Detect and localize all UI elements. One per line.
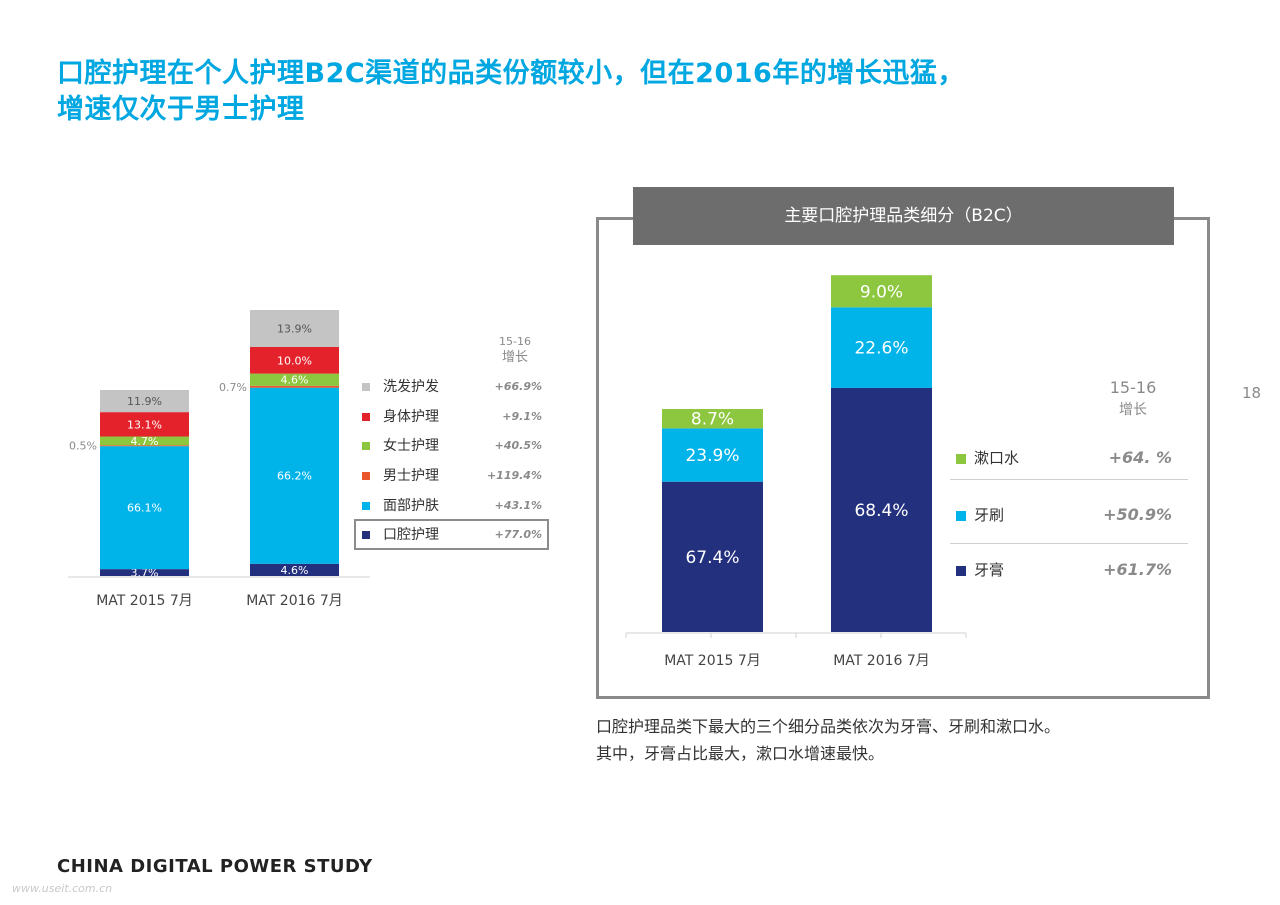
data-label-0-1: 4.6% bbox=[281, 564, 309, 577]
watermark: www.useit.com.cn bbox=[12, 882, 113, 895]
bar-segment-0-1 bbox=[831, 387, 932, 632]
legend-growth-women-care: +40.5% bbox=[494, 439, 542, 452]
right-growth-header-period: 15-16 bbox=[1109, 378, 1157, 397]
legend-label-body-care: 身体护理 bbox=[383, 409, 439, 425]
legend-growth-hair-care: +66.9% bbox=[494, 380, 542, 393]
data-label-1-1: 22.6% bbox=[854, 339, 908, 359]
legend-item-facial-care: 面部护肤 +43.1% bbox=[362, 496, 542, 516]
legend-swatch-hair-care bbox=[362, 383, 370, 391]
bar-segment-3-0 bbox=[100, 436, 189, 446]
bar-segment-2-1 bbox=[250, 385, 339, 388]
legend-item-oral-care: 口腔护理 +77.0% bbox=[362, 525, 542, 545]
legend-divider bbox=[950, 479, 1188, 480]
data-label-2-1: 9.0% bbox=[860, 282, 903, 302]
page-title-line-1: 口腔护理在个人护理B2C渠道的品类份额较小，但在2016年的增长迅猛， bbox=[57, 58, 965, 89]
left-growth-header: 15-16 增长 bbox=[490, 334, 540, 367]
footer-brand: CHINA DIGITAL POWER STUDY bbox=[57, 856, 373, 877]
page-title-line-2: 增速仅次于男士护理 bbox=[57, 94, 305, 125]
legend-swatch-oral-care bbox=[362, 531, 370, 539]
legend-item-mouthwash: 漱口水 +64. % bbox=[956, 446, 1188, 470]
data-label-0-0: 67.4% bbox=[685, 548, 739, 568]
legend-label-men-care: 男士护理 bbox=[383, 468, 439, 484]
bar-segment-2-0 bbox=[662, 409, 763, 429]
oral-care-highlight-box bbox=[354, 519, 549, 550]
data-label-5-0: 11.9% bbox=[127, 395, 162, 408]
legend-swatch-body-care bbox=[362, 413, 370, 421]
legend-swatch-toothbrush bbox=[956, 511, 966, 521]
bar-segment-1-0 bbox=[662, 428, 763, 482]
data-label-1-0: 23.9% bbox=[685, 446, 739, 466]
bar-segment-5-1 bbox=[250, 310, 339, 347]
legend-swatch-mouthwash bbox=[956, 454, 966, 464]
legend-swatch-men-care bbox=[362, 472, 370, 480]
bar-segment-4-0 bbox=[100, 412, 189, 437]
x-tick-label-0: MAT 2015 7月 bbox=[664, 653, 761, 669]
bar-segment-0-0 bbox=[662, 481, 763, 632]
data-label-0-0: 3.7% bbox=[131, 567, 159, 580]
legend-item-toothpaste: 牙膏 +61.7% bbox=[956, 558, 1188, 582]
bar-segment-1-1 bbox=[250, 387, 339, 564]
bar-segment-4-1 bbox=[250, 346, 339, 374]
page-number: 18 bbox=[1242, 384, 1262, 402]
legend-label-toothpaste: 牙膏 bbox=[974, 561, 1005, 579]
bar-segment-1-1 bbox=[831, 307, 932, 388]
legend-growth-oral-care: +77.0% bbox=[494, 528, 542, 541]
left-growth-header-label: 增长 bbox=[501, 350, 528, 365]
legend-label-women-care: 女士护理 bbox=[383, 438, 439, 454]
legend-label-mouthwash: 漱口水 bbox=[974, 449, 1020, 467]
bar-segment-3-1 bbox=[250, 373, 339, 386]
legend-item-hair-care: 洗发护发 +66.9% bbox=[362, 377, 542, 397]
legend-item-body-care: 身体护理 +9.1% bbox=[362, 407, 542, 427]
legend-growth-toothbrush: +50.9% bbox=[1103, 505, 1172, 524]
legend-growth-toothpaste: +61.7% bbox=[1103, 560, 1172, 579]
legend-growth-men-care: +119.4% bbox=[486, 469, 542, 482]
left-growth-header-period: 15-16 bbox=[499, 335, 531, 348]
summary-note-line-2: 其中，牙膏占比最大，漱口水增速最快。 bbox=[596, 744, 885, 763]
legend-item-toothbrush: 牙刷 +50.9% bbox=[956, 503, 1188, 527]
bar-segment-2-1 bbox=[831, 275, 932, 308]
legend-label-hair-care: 洗发护发 bbox=[383, 379, 439, 395]
legend-label-facial-care: 面部护肤 bbox=[383, 498, 439, 514]
legend-divider bbox=[950, 543, 1188, 544]
right-growth-header: 15-16 增长 bbox=[1100, 377, 1166, 421]
legend-swatch-facial-care bbox=[362, 502, 370, 510]
bar-segment-5-0 bbox=[100, 390, 189, 413]
data-label-1-0: 66.1% bbox=[127, 502, 162, 515]
right-growth-header-label: 增长 bbox=[1119, 402, 1147, 418]
bar-segment-0-0 bbox=[100, 569, 189, 576]
summary-note-line-1: 口腔护理品类下最大的三个细分品类依次为牙膏、牙刷和漱口水。 bbox=[596, 717, 1061, 736]
page-title: 口腔护理在个人护理B2C渠道的品类份额较小，但在2016年的增长迅猛， 增速仅次… bbox=[57, 56, 965, 128]
data-label-5-1: 13.9% bbox=[277, 323, 312, 336]
x-tick-label-1: MAT 2016 7月 bbox=[246, 593, 343, 609]
personal-care-share-chart: 3.7% 66.1% 0.5% 4.7% 13.1% 11.9% MAT 2015 7月 4.… bbox=[68, 310, 370, 609]
legend-label-oral-care: 口腔护理 bbox=[383, 527, 439, 543]
oral-care-breakdown-chart: 67.4% 23.9% 8.7% MAT 2015 7月 68.4% 22.6% 9.0% M… bbox=[625, 275, 967, 669]
summary-note: 口腔护理品类下最大的三个细分品类依次为牙膏、牙刷和漱口水。 其中，牙膏占比最大，… bbox=[596, 713, 1060, 767]
legend-swatch-toothpaste bbox=[956, 566, 966, 576]
oral-care-breakdown-title: 主要口腔护理品类细分（B2C） bbox=[633, 187, 1174, 245]
data-label-1-1: 66.2% bbox=[277, 470, 312, 483]
legend-item-women-care: 女士护理 +40.5% bbox=[362, 436, 542, 456]
data-label-4-1: 10.0% bbox=[277, 354, 312, 367]
data-label-2-0: 0.5% bbox=[69, 440, 97, 453]
legend-item-men-care: 男士护理 +119.4% bbox=[362, 466, 542, 486]
x-tick-label-1: MAT 2016 7月 bbox=[833, 653, 930, 669]
data-label-4-0: 13.1% bbox=[127, 418, 162, 431]
bar-segment-0-1 bbox=[250, 563, 339, 576]
legend-growth-body-care: +9.1% bbox=[502, 410, 542, 423]
x-tick-label-0: MAT 2015 7月 bbox=[96, 593, 193, 609]
legend-label-toothbrush: 牙刷 bbox=[974, 506, 1005, 524]
legend-growth-mouthwash: +64. % bbox=[1108, 448, 1172, 467]
data-label-3-0: 4.7% bbox=[131, 435, 159, 448]
data-label-3-1: 4.6% bbox=[281, 374, 309, 387]
legend-swatch-women-care bbox=[362, 442, 370, 450]
data-label-0-1: 68.4% bbox=[854, 501, 908, 521]
bar-segment-1-0 bbox=[100, 446, 189, 570]
data-label-2-1: 0.7% bbox=[219, 381, 247, 394]
bar-segment-2-0 bbox=[100, 445, 189, 447]
legend-growth-facial-care: +43.1% bbox=[494, 499, 542, 512]
data-label-2-0: 8.7% bbox=[691, 410, 734, 430]
